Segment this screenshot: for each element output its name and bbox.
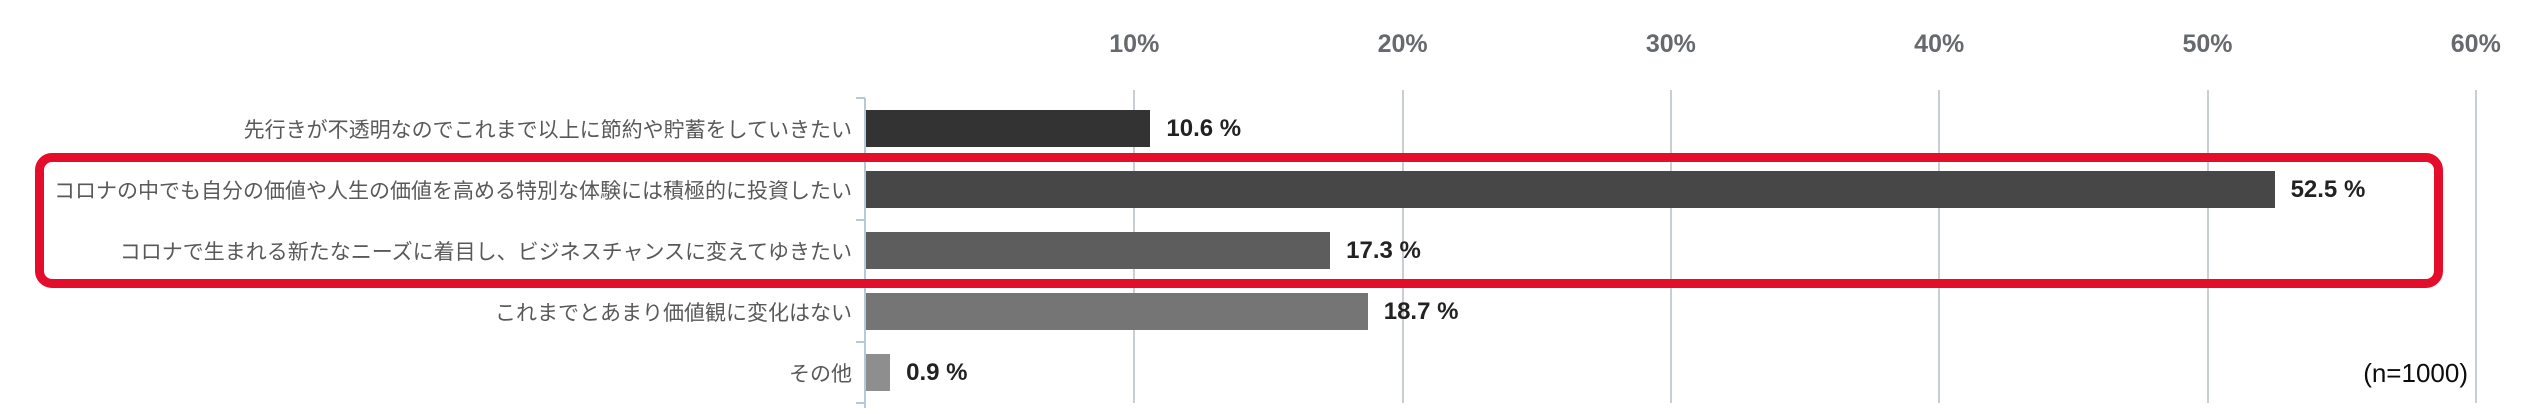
value-label: 18.7 % xyxy=(1383,297,1459,325)
category-label: 先行きが不透明なのでこれまで以上に節約や貯蓄をしていきたい xyxy=(243,118,852,142)
category-label: コロナの中でも自分の価値や人生の価値を高める特別な体験には積極的に投資したい xyxy=(54,179,852,203)
bar xyxy=(866,171,2275,208)
gridline xyxy=(1401,90,1404,403)
bar xyxy=(866,293,1368,330)
axis-tick xyxy=(856,97,865,99)
gridline xyxy=(2474,90,2477,403)
gridline xyxy=(1938,90,1941,403)
bar xyxy=(866,354,891,391)
category-label: コロナで生まれる新たなニーズに着目し、ビジネスチャンスに変えてゆきたい xyxy=(119,240,852,264)
axis-tick xyxy=(856,341,865,343)
x-axis-tick-label: 20% xyxy=(1377,30,1428,58)
bar xyxy=(866,110,1151,147)
sample-size-note: (n=1000) xyxy=(2363,358,2468,388)
x-axis-tick-label: 10% xyxy=(1109,30,1160,58)
value-label: 10.6 % xyxy=(1166,114,1242,142)
value-label: 17.3 % xyxy=(1346,236,1421,264)
x-axis-tick-label: 40% xyxy=(1914,30,1965,58)
value-label: 0.9 % xyxy=(906,358,968,386)
axis-tick xyxy=(856,219,865,221)
gridline xyxy=(1669,90,1672,403)
x-axis-tick-label: 30% xyxy=(1645,30,1696,58)
bar xyxy=(866,232,1331,269)
gridline xyxy=(2206,90,2209,403)
x-axis-tick-label: 50% xyxy=(2182,30,2233,58)
category-label: これまでとあまり価値観に変化はない xyxy=(495,301,852,325)
category-axis-line xyxy=(864,98,866,408)
highlight-box xyxy=(35,153,2443,288)
x-axis-tick-label: 60% xyxy=(2450,30,2501,58)
value-label: 52.5 % xyxy=(2290,175,2366,203)
axis-tick xyxy=(856,402,865,404)
category-label: その他 xyxy=(789,362,852,386)
